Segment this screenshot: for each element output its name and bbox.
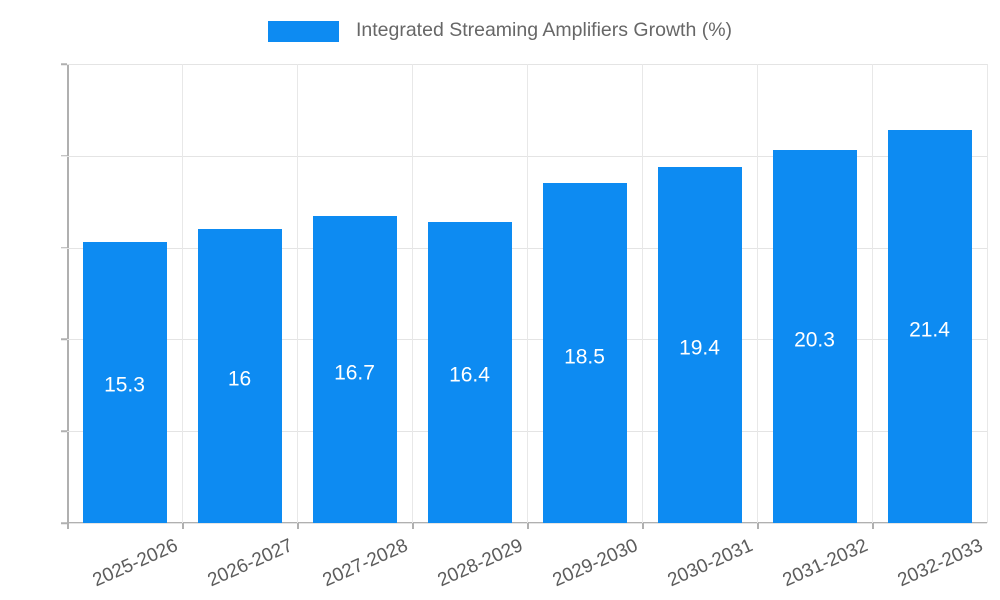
x-axis-tick-mark [527,523,529,529]
x-axis-tick-mark [182,523,184,529]
legend-color-swatch-icon [267,20,339,42]
bar-value-label: 15.3 [104,373,145,397]
chart-legend: Integrated Streaming Amplifiers Growth (… [0,14,1000,48]
bar[interactable]: 15.3 [82,242,167,523]
x-axis-tick-mark [412,523,414,529]
gridline-vertical [987,64,988,523]
gridline-vertical [527,64,528,523]
bar[interactable]: 16.7 [312,216,397,523]
x-axis-tick-mark [67,523,69,529]
legend-item-label: Integrated Streaming Amplifiers Growth (… [355,19,733,42]
plot-area: 0510152025 15.31616.716.418.519.420.321.… [61,63,988,591]
x-axis-tick-label: 2032-2033 [894,535,986,592]
bar-value-label: 18.5 [564,345,605,369]
y-axis-tick-mark [61,338,67,341]
bar-value-label: 20.3 [794,328,835,352]
bar-value-label: 16.4 [449,363,490,387]
y-axis-tick-mark [61,430,67,432]
bar[interactable]: 20.3 [772,150,857,523]
gridline-vertical [757,64,758,523]
x-axis-tick-label: 2028-2029 [434,535,526,592]
x-axis-tick-mark [297,523,299,529]
x-axis-tick-mark [642,523,644,529]
x-axis-tick-label: 2027-2028 [319,535,411,592]
bar-value-label: 21.4 [909,318,950,342]
bar-value-label: 16.7 [334,361,375,385]
legend-item-integrated-streaming-amplifiers-growth[interactable]: Integrated Streaming Amplifiers Growth (… [267,19,733,42]
gridline-vertical [182,64,183,523]
y-axis-tick-mark [61,63,67,65]
x-axis-tick-mark [757,523,759,529]
y-axis-tick-mark [61,522,67,524]
x-axis-tick-label: 2031-2032 [779,535,871,592]
bar[interactable]: 21.4 [887,130,972,523]
x-axis-tick-mark [872,523,874,529]
bar-value-label: 16 [227,367,252,391]
y-axis-line [67,64,69,523]
y-axis-tick-mark [61,155,67,157]
gridline-vertical [412,64,413,523]
x-axis-tick-label: 2030-2031 [664,535,756,592]
bar[interactable]: 16.4 [427,221,512,523]
bar[interactable]: 16 [197,229,282,523]
x-axis-tick-label: 2029-2030 [549,535,641,592]
bar[interactable]: 18.5 [542,183,627,523]
x-axis-tick-label: 2025-2026 [89,535,181,592]
gridline-vertical [642,64,643,523]
bar-value-label: 19.4 [679,336,720,360]
gridline-vertical [297,64,298,523]
y-axis-tick-mark [61,246,67,249]
gridline-vertical [872,64,873,523]
bar[interactable]: 19.4 [657,166,742,523]
x-axis-tick-label: 2026-2027 [204,535,296,592]
